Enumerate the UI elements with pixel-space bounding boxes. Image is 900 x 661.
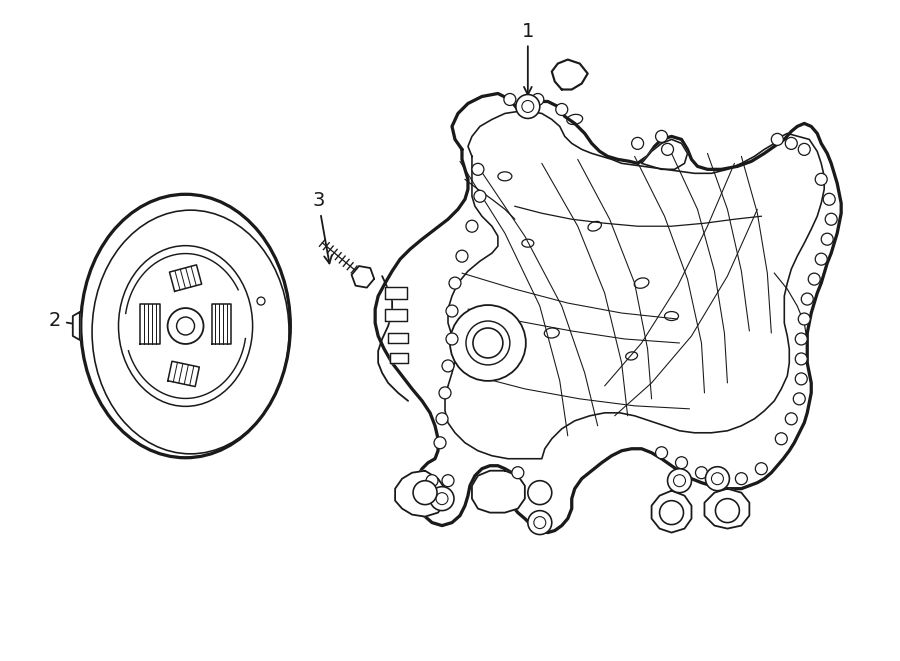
Circle shape <box>801 293 814 305</box>
Circle shape <box>527 481 552 504</box>
Circle shape <box>472 163 484 175</box>
Circle shape <box>473 328 503 358</box>
Polygon shape <box>388 333 408 343</box>
Circle shape <box>504 93 516 106</box>
Circle shape <box>755 463 768 475</box>
Circle shape <box>696 467 707 479</box>
Circle shape <box>706 467 729 490</box>
Circle shape <box>632 137 644 149</box>
Circle shape <box>735 473 747 485</box>
Circle shape <box>532 93 544 106</box>
Circle shape <box>786 413 797 425</box>
Circle shape <box>716 498 740 523</box>
Circle shape <box>662 143 673 155</box>
Polygon shape <box>705 488 750 529</box>
Polygon shape <box>472 471 525 513</box>
Circle shape <box>655 447 668 459</box>
Circle shape <box>771 134 783 145</box>
Circle shape <box>793 393 806 405</box>
Polygon shape <box>352 266 374 288</box>
Circle shape <box>434 437 446 449</box>
Circle shape <box>655 130 668 142</box>
Circle shape <box>516 95 540 118</box>
Circle shape <box>426 475 438 486</box>
Polygon shape <box>167 362 199 387</box>
Polygon shape <box>212 304 231 344</box>
Circle shape <box>716 473 727 485</box>
Circle shape <box>442 360 454 372</box>
Polygon shape <box>169 265 202 292</box>
Polygon shape <box>385 287 407 299</box>
Circle shape <box>436 413 448 425</box>
Circle shape <box>442 475 454 486</box>
Polygon shape <box>385 309 407 321</box>
Polygon shape <box>390 353 408 363</box>
Circle shape <box>660 500 683 525</box>
Circle shape <box>450 305 526 381</box>
Circle shape <box>474 190 486 202</box>
Circle shape <box>815 253 827 265</box>
Polygon shape <box>642 139 688 169</box>
Circle shape <box>798 143 810 155</box>
Circle shape <box>676 457 688 469</box>
Circle shape <box>775 433 788 445</box>
Circle shape <box>821 233 833 245</box>
Polygon shape <box>375 93 842 533</box>
Circle shape <box>824 193 835 206</box>
Polygon shape <box>552 59 588 89</box>
Circle shape <box>668 469 691 492</box>
Circle shape <box>798 313 810 325</box>
Circle shape <box>413 481 437 504</box>
Text: 1: 1 <box>522 22 534 95</box>
Circle shape <box>512 467 524 479</box>
Circle shape <box>825 214 837 225</box>
Ellipse shape <box>81 194 291 457</box>
Circle shape <box>439 387 451 399</box>
Circle shape <box>430 486 454 510</box>
Circle shape <box>786 137 797 149</box>
Polygon shape <box>73 312 80 340</box>
Circle shape <box>446 333 458 345</box>
Circle shape <box>466 220 478 232</box>
Circle shape <box>796 353 807 365</box>
Circle shape <box>167 308 203 344</box>
Polygon shape <box>395 471 445 517</box>
Circle shape <box>796 333 807 345</box>
Polygon shape <box>652 490 691 533</box>
Circle shape <box>456 250 468 262</box>
Circle shape <box>808 273 820 285</box>
Text: 3: 3 <box>312 191 332 264</box>
Circle shape <box>796 373 807 385</box>
Circle shape <box>446 305 458 317</box>
Polygon shape <box>140 304 159 344</box>
Circle shape <box>556 104 568 116</box>
Circle shape <box>527 510 552 535</box>
Circle shape <box>815 173 827 185</box>
Circle shape <box>449 277 461 289</box>
Text: 2: 2 <box>49 311 81 330</box>
